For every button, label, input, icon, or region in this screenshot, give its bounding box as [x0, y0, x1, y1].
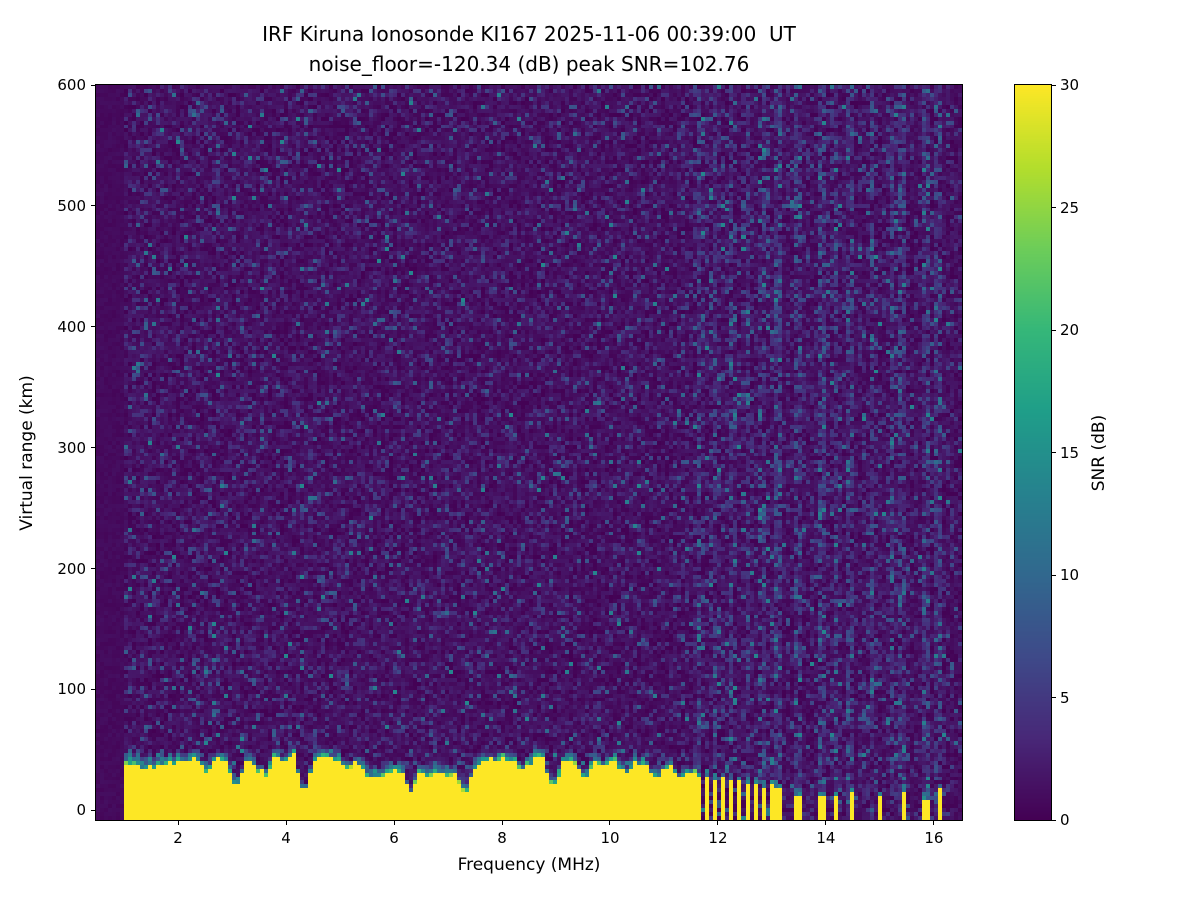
y-tick-mark: [91, 568, 95, 570]
x-tick-label: 10: [600, 829, 620, 847]
y-tick-mark: [91, 688, 95, 690]
x-axis-label: Frequency (MHz): [457, 855, 601, 875]
colorbar-tick-mark: [1052, 819, 1056, 821]
x-tick-mark: [285, 821, 287, 825]
colorbar-tick-mark: [1052, 84, 1056, 86]
chart-title: IRF Kiruna Ionosonde KI167 2025-11-06 00…: [262, 22, 796, 46]
x-tick-label: 12: [708, 829, 728, 847]
colorbar-tick-label: 15: [1060, 443, 1080, 462]
y-tick-mark: [91, 205, 95, 207]
y-tick-label: 200: [57, 559, 86, 578]
y-tick-mark: [91, 447, 95, 449]
x-tick-mark: [177, 821, 179, 825]
colorbar-tick-mark: [1052, 574, 1056, 576]
x-tick-label: 4: [281, 829, 291, 847]
y-tick-label: 300: [57, 438, 86, 457]
colorbar-tick-mark: [1052, 452, 1056, 453]
x-tick-label: 14: [816, 829, 836, 847]
colorbar-tick-label: 0: [1060, 811, 1070, 829]
colorbar-gradient: [1015, 85, 1051, 820]
colorbar-tick-label: 20: [1060, 321, 1080, 339]
colorbar-tick-mark: [1052, 697, 1056, 698]
colorbar: [1014, 84, 1052, 821]
y-tick-label: 100: [57, 680, 86, 699]
colorbar-tick-label: 5: [1060, 688, 1070, 707]
colorbar-tick-mark: [1052, 207, 1056, 208]
y-tick-mark: [91, 809, 95, 811]
heatmap-plot-area: [95, 84, 963, 821]
y-tick-label: 500: [57, 196, 86, 215]
heatmap-canvas: [96, 85, 962, 820]
x-tick-label: 2: [173, 829, 183, 847]
x-tick-label: 6: [389, 829, 399, 847]
chart-subtitle: noise_floor=-120.34 (dB) peak SNR=102.76: [308, 52, 750, 76]
x-tick-mark: [717, 821, 719, 825]
x-tick-mark: [933, 821, 935, 825]
x-tick-mark: [609, 821, 611, 825]
y-tick-label: 400: [57, 317, 86, 336]
colorbar-tick-label: 30: [1060, 76, 1080, 94]
colorbar-tick-label: 10: [1060, 566, 1080, 584]
y-tick-label: 0: [76, 801, 86, 820]
x-tick-mark: [825, 821, 827, 825]
x-tick-label: 8: [497, 829, 507, 847]
x-tick-mark: [393, 821, 395, 825]
x-tick-label: 16: [924, 829, 944, 847]
colorbar-tick-label: 25: [1060, 198, 1080, 217]
colorbar-tick-mark: [1052, 329, 1056, 331]
y-tick-mark: [91, 84, 95, 86]
y-tick-label: 600: [57, 76, 86, 94]
x-tick-mark: [501, 821, 503, 825]
y-tick-mark: [91, 326, 95, 328]
